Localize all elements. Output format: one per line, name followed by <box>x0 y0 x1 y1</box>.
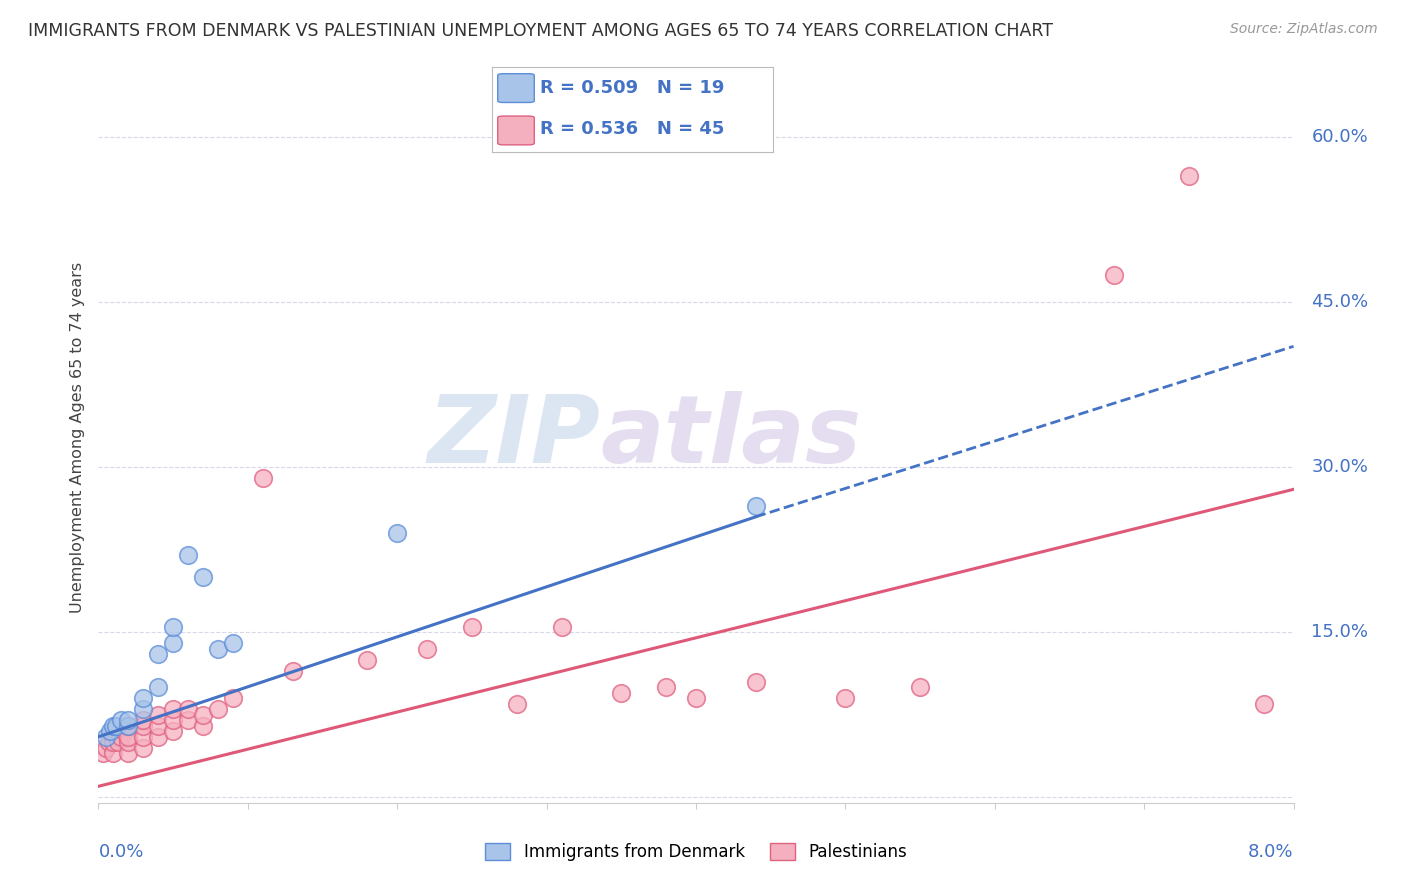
Point <box>148 681 170 695</box>
Text: 8.0%: 8.0% <box>1249 843 1294 861</box>
Point <box>162 636 184 650</box>
Point <box>177 714 200 728</box>
Point <box>191 707 214 722</box>
Point <box>356 653 378 667</box>
Point <box>252 471 274 485</box>
Point <box>148 707 170 722</box>
Text: R = 0.536   N = 45: R = 0.536 N = 45 <box>540 120 724 137</box>
Text: atlas: atlas <box>600 391 862 483</box>
Text: 45.0%: 45.0% <box>1312 293 1368 311</box>
Point <box>132 714 155 728</box>
Point <box>1253 697 1275 711</box>
Point <box>191 570 214 584</box>
Point <box>162 702 184 716</box>
Point <box>107 735 129 749</box>
Text: 30.0%: 30.0% <box>1312 458 1368 476</box>
Point <box>117 747 139 761</box>
Point <box>103 735 125 749</box>
Point <box>550 620 572 634</box>
Text: Source: ZipAtlas.com: Source: ZipAtlas.com <box>1230 22 1378 37</box>
Point <box>281 664 304 678</box>
Text: 0.0%: 0.0% <box>98 843 143 861</box>
Point <box>98 724 122 739</box>
FancyBboxPatch shape <box>498 116 534 145</box>
Point <box>117 735 139 749</box>
Point <box>117 719 139 733</box>
Point <box>103 747 125 761</box>
Point <box>191 719 214 733</box>
Point <box>177 549 200 563</box>
Point <box>132 719 155 733</box>
Point <box>461 620 484 634</box>
Point <box>97 735 120 749</box>
Text: 60.0%: 60.0% <box>1312 128 1368 146</box>
Point <box>222 691 245 706</box>
Point <box>207 702 229 716</box>
FancyBboxPatch shape <box>498 74 534 103</box>
Point <box>105 719 128 733</box>
Point <box>94 740 117 755</box>
Point <box>416 641 439 656</box>
Y-axis label: Unemployment Among Ages 65 to 74 years: Unemployment Among Ages 65 to 74 years <box>69 261 84 613</box>
Point <box>177 702 200 716</box>
Point <box>110 730 132 744</box>
Point <box>506 697 529 711</box>
Point <box>103 719 125 733</box>
Point <box>834 691 856 706</box>
Text: 15.0%: 15.0% <box>1312 624 1368 641</box>
Text: R = 0.509   N = 19: R = 0.509 N = 19 <box>540 79 724 97</box>
Point <box>162 620 184 634</box>
Point <box>610 686 633 700</box>
Point <box>117 730 139 744</box>
Point <box>1102 268 1125 282</box>
Point <box>132 730 155 744</box>
Point <box>148 719 170 733</box>
Point <box>117 719 139 733</box>
Point <box>132 702 155 716</box>
Point <box>110 714 132 728</box>
Point <box>103 724 125 739</box>
Point <box>207 641 229 656</box>
Point <box>94 730 117 744</box>
Point <box>685 691 707 706</box>
Point <box>112 724 135 739</box>
Text: ZIP: ZIP <box>427 391 600 483</box>
Point <box>222 636 245 650</box>
Point <box>745 499 768 513</box>
Point <box>148 730 170 744</box>
Point <box>148 648 170 662</box>
Point <box>91 747 114 761</box>
Point <box>132 740 155 755</box>
Point <box>117 714 139 728</box>
Point <box>655 681 678 695</box>
Point <box>385 526 409 541</box>
Text: IMMIGRANTS FROM DENMARK VS PALESTINIAN UNEMPLOYMENT AMONG AGES 65 TO 74 YEARS CO: IMMIGRANTS FROM DENMARK VS PALESTINIAN U… <box>28 22 1053 40</box>
Legend: Immigrants from Denmark, Palestinians: Immigrants from Denmark, Palestinians <box>478 836 914 868</box>
Point <box>908 681 931 695</box>
Point <box>745 674 768 689</box>
Point <box>1178 169 1201 183</box>
Point <box>162 724 184 739</box>
Point <box>132 691 155 706</box>
Point <box>162 714 184 728</box>
